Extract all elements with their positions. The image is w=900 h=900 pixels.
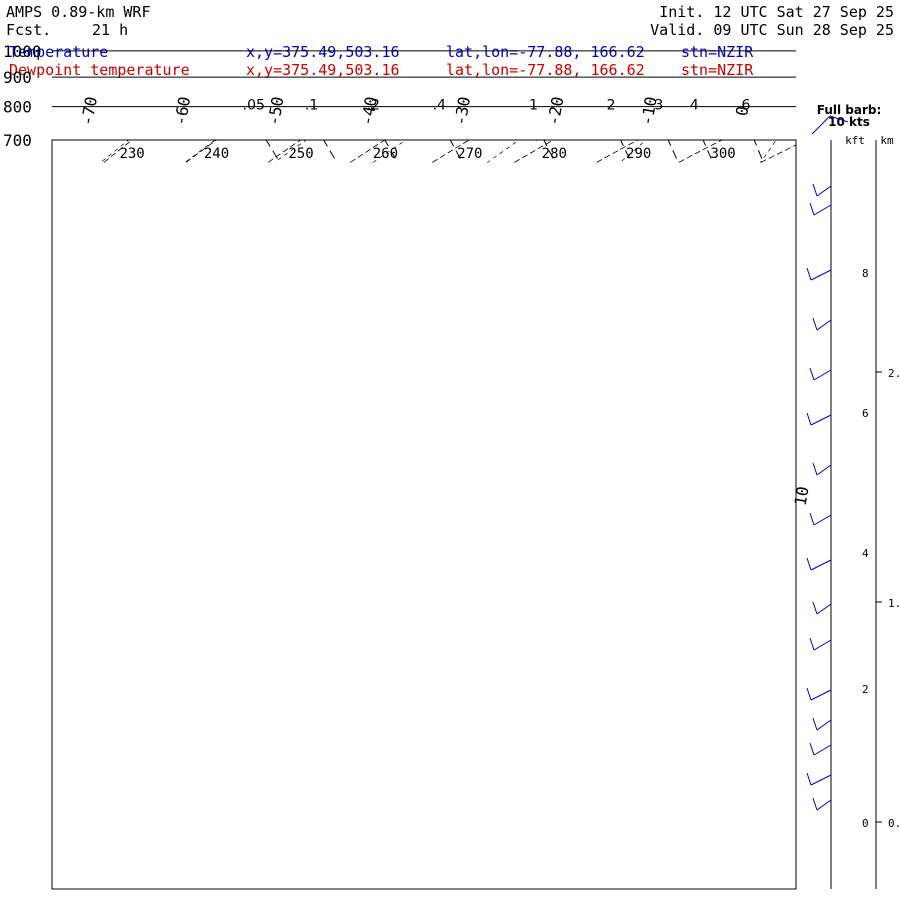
label-layer: .05 .1 .2 .4 1 2 3 4 6 700 800 900 1000 230 240 250 260 2… [3, 42, 813, 507]
legend-dewpoint-latlon: lat,lon=-77.88, 166.62 [446, 61, 645, 79]
theta-label-250: 250 [288, 146, 313, 162]
mixing-ratio-label: 3 [655, 97, 664, 113]
dry-adiabat-line [678, 140, 723, 163]
wind-barb [812, 317, 832, 331]
wind-barb [812, 462, 832, 476]
theta-label-240: 240 [204, 146, 229, 162]
mixing-ratio-label: 2 [607, 97, 616, 113]
moist-adiabat-line [760, 140, 777, 163]
isotherm-label--10: -10 [637, 95, 661, 127]
isotherm-label--20: -20 [544, 95, 568, 127]
isotherm-label-10: 10 [791, 485, 813, 507]
legend-temperature-xy: x,y=375.49,503.16 [246, 43, 400, 61]
wind-legend-barb [811, 115, 849, 135]
plot-frame [51, 139, 797, 890]
forecast-hour: 21 h [92, 21, 129, 39]
isotherm-line [555, 140, 556, 141]
wind-barb [812, 717, 832, 731]
wind-barb [812, 601, 832, 615]
kft-unit-label: kft [845, 134, 865, 147]
kft-tick-4: 4 [862, 547, 869, 560]
isotherm-line [461, 140, 463, 141]
legend-dewpoint-station: stn=NZIR [681, 61, 754, 79]
km-tick-0.: 0. [888, 817, 900, 830]
mixing-ratio-label: .2 [367, 97, 380, 113]
model-title: AMPS 0.89-km WRF [6, 3, 151, 21]
isotherm-label--50: -50 [264, 95, 288, 127]
kft-tick-2: 2 [862, 683, 869, 696]
init-time: Init. 12 UTC Sat 27 Sep 25 [659, 3, 894, 21]
mixing-ratio-label: 1 [529, 97, 538, 113]
theta-label-290: 290 [626, 146, 651, 162]
dry-adiabat-line [760, 144, 796, 163]
dry-adiabat-line [596, 140, 639, 163]
theta-label-260: 260 [373, 146, 398, 162]
legend-temperature-latlon: lat,lon=-77.88, 166.62 [446, 43, 645, 61]
temperature-profile-line [534, 140, 538, 142]
pressure-label-1000: 1000 [3, 42, 42, 61]
wind-legend-title: Full barb: [817, 103, 882, 117]
wind-barb [809, 637, 832, 651]
legend-temperature-station: stn=NZIR [681, 43, 754, 61]
isotherm-label--70: -70 [77, 95, 101, 127]
km-unit-label: km [880, 134, 894, 147]
theta-label-230: 230 [119, 146, 144, 162]
mixing-ratio-label: .4 [433, 97, 446, 113]
wind-barb [809, 202, 832, 216]
pressure-label-900: 900 [3, 68, 32, 87]
kft-tick-0: 0 [862, 817, 869, 830]
isotherm-line [368, 140, 370, 141]
km-tick-2.: 2. [888, 367, 900, 380]
isotherm-label--60: -60 [171, 95, 195, 127]
theta-label-270: 270 [457, 146, 482, 162]
kft-tick-8: 8 [862, 267, 869, 280]
isotherm-line [744, 41, 836, 140]
mixing-ratio-label: 6 [741, 97, 750, 113]
dry-adiabat-line [22, 36, 185, 162]
grid-layer [22, 36, 836, 163]
wind-barb [812, 797, 832, 811]
mixing-ratio-label: .1 [305, 97, 318, 113]
wind-barb [806, 772, 832, 786]
isotherm-line [741, 140, 743, 141]
theta-label-280: 280 [542, 146, 567, 162]
wind-barb [806, 412, 832, 426]
wind-barb [806, 557, 832, 571]
wind-barb [809, 367, 832, 381]
mixing-ratio-label: 4 [690, 97, 699, 113]
wind-barb [806, 267, 832, 281]
mixing-ratio-label: .05 [243, 97, 265, 113]
isotherm-line [275, 140, 277, 141]
forecast-label: Fcst. [6, 21, 52, 39]
isotherm-label--40: -40 [357, 95, 381, 127]
wind-barb [806, 687, 832, 701]
legend-dewpoint-xy: x,y=375.49,503.16 [246, 61, 400, 79]
pressure-label-800: 800 [3, 98, 32, 117]
wind-barb [809, 512, 832, 526]
legend-dewpoint-label: Dewpoint temperature [9, 61, 190, 79]
wind-barb [812, 183, 832, 197]
pressure-label-700: 700 [3, 131, 32, 150]
isotherm-line [182, 140, 183, 141]
legend-temperature-label: Temperature [9, 43, 109, 61]
valid-time: Valid. 09 UTC Sun 28 Sep 25 [650, 21, 894, 39]
isotherm-label--30: -30 [450, 95, 474, 127]
km-tick-1.: 1. [888, 597, 900, 610]
isotherm-line [648, 140, 650, 141]
theta-label-300: 300 [710, 146, 735, 162]
kft-tick-6: 6 [862, 407, 869, 420]
isotherm-label-0: 0 [732, 105, 752, 118]
wind-barb [809, 742, 832, 756]
moist-adiabat-line [619, 140, 647, 163]
